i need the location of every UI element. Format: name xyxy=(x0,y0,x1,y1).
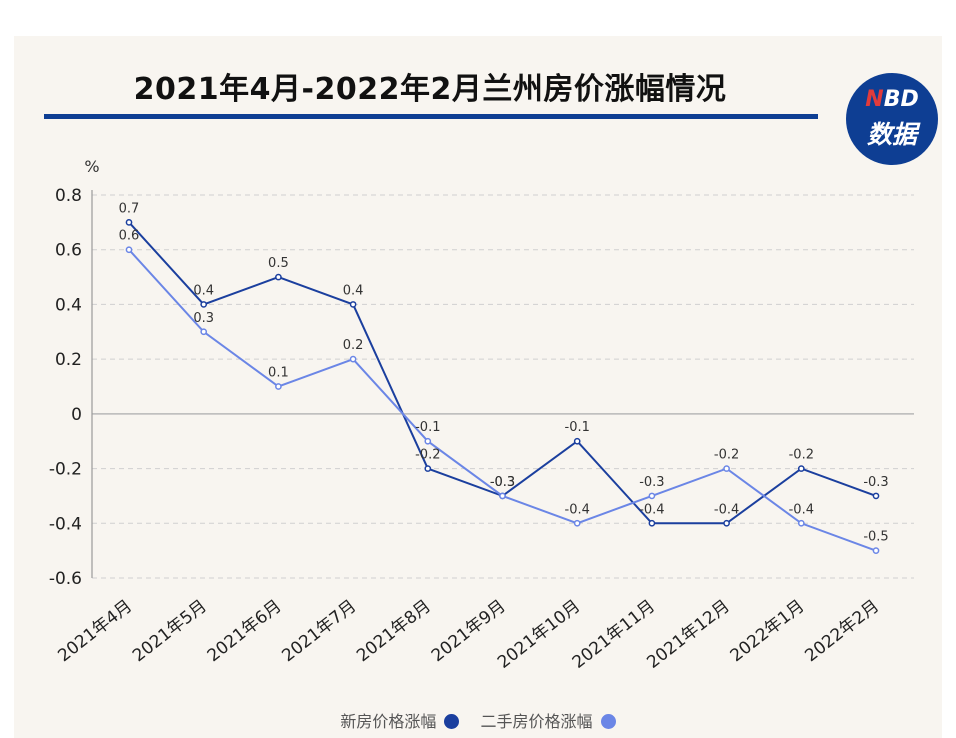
y-tick-label: -0.4 xyxy=(49,514,82,534)
data-point xyxy=(349,301,357,308)
series-line-1 xyxy=(128,249,877,552)
x-tick-label: 2021年12月 xyxy=(643,596,733,673)
data-label: -0.2 xyxy=(714,448,739,463)
data-point xyxy=(872,547,880,554)
data-label: -0.1 xyxy=(565,420,590,435)
x-tick-label: 2021年6月 xyxy=(204,596,286,666)
x-tick-label: 2021年11月 xyxy=(569,596,659,673)
data-point xyxy=(125,246,133,254)
series xyxy=(125,219,880,554)
data-label: -0.4 xyxy=(789,502,814,517)
x-tick-label: 2021年7月 xyxy=(278,596,360,666)
data-point xyxy=(648,492,656,500)
y-tick-label: -0.2 xyxy=(49,460,82,480)
chart-title: 2021年4月-2022年2月兰州房价涨幅情况 xyxy=(133,72,727,107)
legend: 新房价格涨幅 二手房价格涨幅 xyxy=(0,708,956,732)
y-tick-label: 0.8 xyxy=(55,186,82,206)
data-point xyxy=(872,492,880,500)
data-point xyxy=(499,492,506,500)
x-tick-label: 2021年4月 xyxy=(54,596,136,666)
data-label: -0.2 xyxy=(789,448,814,463)
y-tick-label: 0.4 xyxy=(55,295,82,315)
data-label: -0.4 xyxy=(639,502,664,517)
chart-card xyxy=(14,36,942,738)
axes xyxy=(91,190,914,578)
y-tick-label: 0.2 xyxy=(55,350,82,370)
legend-dot-icon xyxy=(444,714,460,729)
data-point xyxy=(349,355,357,363)
x-tick-label: 2021年5月 xyxy=(129,596,211,666)
data-point xyxy=(723,519,730,527)
data-point xyxy=(648,519,656,527)
x-tick-label: 2021年10月 xyxy=(494,596,584,673)
tick-labels: 0.8 0.6 0.4 0.2 0 -0.2 -0.4 -0.6% 2021年4月2021年5月… xyxy=(49,157,883,673)
data-label: 0.1 xyxy=(268,366,289,381)
data-label: 0.4 xyxy=(343,283,364,298)
data-point xyxy=(424,437,432,445)
data-point xyxy=(200,328,208,336)
legend-label-new: 新房价格涨幅 xyxy=(340,712,437,731)
data-label: 0.2 xyxy=(343,338,364,353)
data-point xyxy=(797,465,805,472)
data-label: -0.3 xyxy=(490,475,515,490)
y-tick-label: 0.6 xyxy=(55,241,82,261)
y-axis-unit: % xyxy=(84,157,99,176)
data-label: -0.1 xyxy=(415,420,440,435)
data-label: 0.6 xyxy=(119,229,140,244)
data-point xyxy=(200,301,208,308)
legend-item-second-hand[interactable]: 二手房价格涨幅 xyxy=(481,708,616,732)
data-point xyxy=(573,437,581,445)
legend-item-new[interactable]: 新房价格涨幅 xyxy=(340,708,460,732)
data-point xyxy=(275,383,282,390)
data-point xyxy=(573,519,581,527)
data-label: -0.5 xyxy=(863,530,888,545)
y-tick-label: 0 xyxy=(71,405,82,425)
data-label: 0.3 xyxy=(193,311,214,326)
x-tick-label: 2022年2月 xyxy=(801,596,883,666)
y-tick-label: -0.6 xyxy=(49,569,82,589)
data-point xyxy=(125,219,133,226)
data-point xyxy=(275,273,282,281)
data-label: -0.2 xyxy=(415,448,440,463)
nbd-logo: NBD 数据 xyxy=(846,73,938,165)
data-point xyxy=(723,465,730,472)
data-label: -0.4 xyxy=(565,502,590,517)
data-point xyxy=(797,519,805,527)
data-label: -0.4 xyxy=(714,502,739,517)
grid-lines xyxy=(92,194,914,579)
x-tick-label: 2022年1月 xyxy=(727,596,809,666)
legend-label-second-hand: 二手房价格涨幅 xyxy=(480,712,593,731)
title-underline xyxy=(44,114,818,119)
data-labels: 0.7 0.4 0.5 0.4 -0.2 -0.3 -0.1 -0.4 -0.4 -0.2 -0.3… xyxy=(119,201,889,544)
data-label: -0.3 xyxy=(639,475,664,490)
x-tick-label: 2021年8月 xyxy=(353,596,435,666)
data-label: 0.7 xyxy=(119,201,140,216)
data-point xyxy=(424,465,432,472)
legend-dot-icon xyxy=(600,714,616,729)
data-label: 0.5 xyxy=(268,256,289,271)
data-label: -0.3 xyxy=(490,475,515,490)
data-label: 0.4 xyxy=(193,283,214,298)
data-label: -0.3 xyxy=(863,475,888,490)
